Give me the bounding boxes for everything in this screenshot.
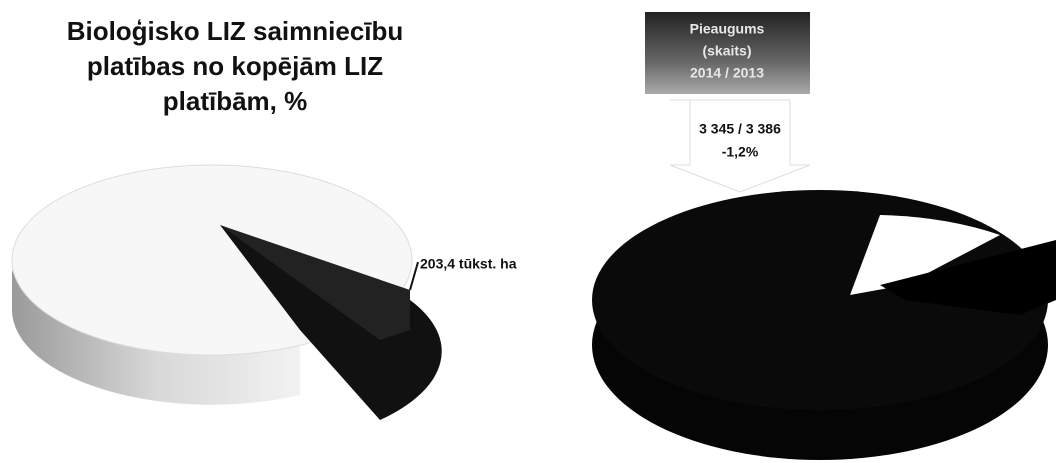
title-line: platības no kopējām LIZ [87, 51, 383, 81]
box-line: Pieaugums [690, 21, 765, 37]
leader-line [409, 261, 419, 291]
pie-side [12, 270, 300, 405]
pie-gap [850, 215, 1000, 295]
slice-label: 203,4 tūkst. ha [420, 256, 517, 272]
left-pie [11, 164, 442, 420]
title-line: platībām, % [163, 86, 307, 116]
callout-line: -1,2% [722, 144, 759, 160]
title-line: Bioloģisko LIZ saimniecību [67, 16, 404, 46]
info-box [645, 12, 810, 94]
box-line: 2014 / 2013 [690, 65, 764, 81]
callout-line: 3 345 / 3 386 [699, 121, 781, 137]
pie-slice [220, 225, 442, 420]
box-line: (skaits) [702, 43, 751, 59]
pie-slice-top [220, 225, 410, 340]
callout [669, 99, 811, 193]
pie-slice [880, 240, 1056, 315]
right-pie [592, 190, 1056, 460]
